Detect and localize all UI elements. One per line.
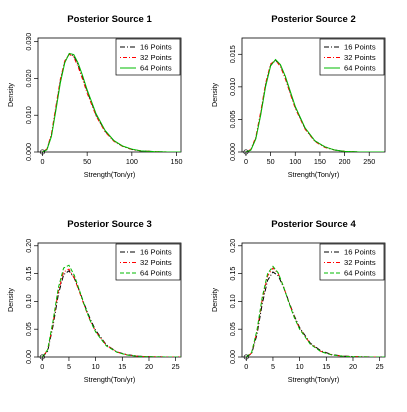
x-tick-label: 100 (126, 157, 138, 166)
legend-label: 16 Points (140, 43, 172, 52)
y-tick-label: 0.10 (24, 294, 33, 308)
legend-label: 64 Points (140, 64, 172, 73)
y-tick-label: 0.00 (24, 350, 33, 364)
legend-label: 64 Points (344, 269, 376, 278)
legend-label: 32 Points (344, 53, 376, 62)
x-tick-label: 200 (339, 157, 351, 166)
panel-title: Posterior Source 2 (271, 14, 355, 25)
legend-label: 16 Points (344, 43, 376, 52)
origin-marker (243, 149, 249, 155)
y-tick-label: 0.030 (24, 33, 33, 51)
plot-frame (37, 242, 182, 358)
y-tick-label: 0.010 (228, 78, 237, 96)
series-line-3 (42, 52, 181, 152)
panel-1: Posterior Source 1 0 50 100 150 0.000 0.010 0.0… (6, 14, 183, 179)
x-axis-label: Strength(Ton/yr) (84, 170, 136, 179)
legend-label: 64 Points (344, 64, 376, 73)
legend-label: 32 Points (140, 258, 172, 267)
y-tick-label: 0.00 (228, 350, 237, 364)
x-tick-label: 0 (244, 157, 248, 166)
series-line-3 (245, 58, 385, 152)
x-tick-label: 150 (171, 157, 183, 166)
panel-title: Posterior Source 3 (67, 219, 151, 230)
x-axis-label: Strength(Ton/yr) (288, 170, 340, 179)
x-tick-label: 10 (296, 362, 304, 371)
panel-title: Posterior Source 4 (271, 219, 356, 230)
y-tick-label: 0.000 (228, 143, 237, 161)
x-tick-label: 0 (40, 362, 44, 371)
y-tick-label: 0.005 (228, 110, 237, 128)
y-axis-label: Density (210, 83, 219, 107)
x-tick-label: 0 (244, 362, 248, 371)
series-line-3 (41, 264, 181, 357)
x-tick-label: 10 (92, 362, 100, 371)
legend-label: 16 Points (140, 248, 172, 257)
y-tick-label: 0.15 (228, 267, 237, 281)
x-tick-label: 5 (67, 362, 71, 371)
x-tick-label: 25 (172, 362, 180, 371)
series-line-2 (41, 268, 181, 357)
y-tick-label: 0.20 (24, 239, 33, 253)
origin-marker (39, 354, 45, 360)
x-tick-label: 0 (40, 157, 44, 166)
x-tick-label: 250 (363, 157, 375, 166)
panel-4: Posterior Source 4 0 5 10 15 20 25 0.00 0.05 0.10… (210, 219, 386, 384)
x-tick-label: 20 (145, 362, 153, 371)
legend-label: 16 Points (344, 248, 376, 257)
x-tick-label: 150 (314, 157, 326, 166)
x-axis-label: Strength(Ton/yr) (84, 375, 136, 384)
panel-title: Posterior Source 1 (67, 14, 152, 25)
legend-label: 64 Points (140, 269, 172, 278)
panel-2: Posterior Source 2 0 50 100 150 200 250 0.000 0.… (210, 14, 386, 179)
y-axis-label: Density (210, 288, 219, 312)
x-tick-label: 20 (349, 362, 357, 371)
x-axis-label: Strength(Ton/yr) (288, 375, 340, 384)
panel-3: Posterior Source 3 0 5 10 15 20 25 0.00 0.05 0.10… (6, 219, 182, 384)
x-tick-label: 100 (289, 157, 301, 166)
series-line-1 (246, 271, 385, 357)
y-tick-label: 0.05 (228, 322, 237, 336)
plot-frame (241, 242, 386, 358)
y-tick-label: 0.15 (24, 267, 33, 281)
y-tick-label: 0.015 (228, 45, 237, 63)
x-tick-label: 15 (118, 362, 126, 371)
y-tick-label: 0.10 (228, 294, 237, 308)
x-tick-label: 50 (83, 157, 91, 166)
legend-label: 32 Points (344, 258, 376, 267)
y-axis-label: Density (6, 288, 15, 312)
x-tick-label: 50 (267, 157, 275, 166)
y-tick-label: 0.20 (228, 239, 237, 253)
plot-frame (37, 37, 182, 153)
series-line-3 (245, 265, 385, 357)
x-tick-label: 15 (322, 362, 330, 371)
legend-label: 32 Points (140, 53, 172, 62)
y-tick-label: 0.05 (24, 322, 33, 336)
x-tick-label: 5 (271, 362, 275, 371)
y-tick-label: 0.010 (24, 106, 33, 124)
origin-marker (39, 149, 46, 155)
series-line-1 (41, 270, 181, 357)
y-tick-label: 0.020 (24, 69, 33, 87)
x-tick-label: 25 (376, 362, 384, 371)
y-axis-label: Density (6, 83, 15, 107)
plot-frame (241, 37, 386, 153)
y-tick-label: 0.000 (24, 143, 33, 161)
origin-marker (243, 354, 249, 360)
